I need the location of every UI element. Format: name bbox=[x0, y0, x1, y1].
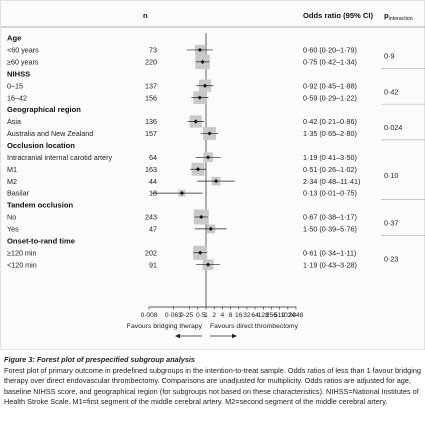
subgroup-label: ≥60 years bbox=[7, 57, 39, 66]
point-estimate-marker bbox=[199, 214, 204, 220]
subgroup-heading: Onset-to-rand time bbox=[7, 236, 75, 245]
sample-size: 157 bbox=[145, 129, 157, 138]
sample-size: 202 bbox=[145, 248, 157, 257]
p-interaction-value: 0·42 bbox=[384, 87, 398, 96]
p-interaction-value: 0·9 bbox=[384, 51, 394, 60]
sample-size: 243 bbox=[145, 213, 157, 222]
subgroup-label: 16–42 bbox=[7, 93, 27, 102]
odds-ratio-text: 0·60 (0·20–1·79) bbox=[303, 46, 357, 55]
x-tick-label: 32 bbox=[243, 312, 251, 319]
point-estimate-marker bbox=[195, 167, 201, 172]
odds-ratio-text: 0·67 (0·38–1·17) bbox=[303, 213, 357, 222]
odds-ratio-text: 1·35 (0·65–2·80) bbox=[303, 129, 357, 138]
x-tick-label: 0·063 bbox=[165, 312, 182, 319]
sample-size: 44 bbox=[149, 177, 157, 186]
x-tick-label: 2048 bbox=[289, 312, 304, 319]
x-tick-label: 0·008 bbox=[141, 312, 158, 319]
point-estimate-marker bbox=[205, 262, 211, 267]
sample-size: 47 bbox=[149, 224, 157, 233]
point-estimate-marker bbox=[213, 179, 219, 184]
x-tick-label: 0·5 bbox=[196, 312, 206, 319]
sample-size: 64 bbox=[149, 153, 157, 162]
figure-caption: Figure 3: Forest plot of prespecified su… bbox=[4, 355, 421, 408]
subgroup-label: 0–15 bbox=[7, 81, 23, 90]
odds-ratio-text: 0·92 (0·45–1·88) bbox=[303, 81, 357, 90]
odds-ratio-text: 1·19 (0·43–3·28) bbox=[303, 260, 357, 269]
sample-size: 137 bbox=[145, 81, 157, 90]
subgroup-heading: Geographical region bbox=[7, 105, 81, 114]
sample-size: 136 bbox=[145, 117, 157, 126]
header-p-interaction: pinteraction bbox=[384, 11, 413, 22]
subgroup-label: <120 min bbox=[7, 260, 37, 269]
forest-plot-figure: n Odds ratio (95% CI) pinteraction Age <60 y… bbox=[0, 0, 425, 350]
sample-size: 163 bbox=[145, 165, 157, 174]
subgroup-heading: Age bbox=[7, 34, 21, 43]
subgroup-label: M1 bbox=[7, 165, 17, 174]
point-estimate-marker bbox=[198, 250, 203, 255]
favours-right-arrowhead bbox=[231, 333, 237, 339]
sample-size: 156 bbox=[145, 93, 157, 102]
point-estimate-marker bbox=[200, 59, 205, 64]
odds-ratio-text: 0·61 (0·34–1·11) bbox=[303, 248, 356, 257]
p-interaction-value: 0·23 bbox=[384, 254, 398, 263]
subgroup-heading: NIHSS bbox=[7, 69, 30, 78]
odds-ratio-text: 1·19 (0·41–3·50) bbox=[303, 153, 357, 162]
point-estimate-marker bbox=[179, 190, 185, 196]
point-estimate-marker bbox=[208, 226, 213, 231]
odds-ratio-text: 0·42 (0·21–0·86) bbox=[303, 117, 357, 126]
sample-size: 91 bbox=[149, 260, 157, 269]
subgroup-label: No bbox=[7, 213, 16, 222]
subgroup-label: ≥120 min bbox=[7, 248, 37, 257]
x-tick-label: 1 bbox=[204, 312, 208, 319]
p-interaction-value: 0·10 bbox=[384, 171, 398, 180]
sample-size: 73 bbox=[149, 46, 157, 55]
favours-left-arrowhead bbox=[174, 333, 180, 339]
subgroup-label: Asia bbox=[7, 117, 21, 126]
subgroup-heading: Tandem occlusion bbox=[7, 201, 73, 210]
point-estimate-marker bbox=[193, 119, 198, 124]
forest-plot: n Odds ratio (95% CI) pinteraction Age <60 y… bbox=[1, 11, 425, 339]
x-tick-label: 16 bbox=[235, 312, 243, 319]
header-odds-ratio: Odds ratio (95% CI) bbox=[303, 11, 374, 20]
odds-ratio-text: 0·75 (0·42–1·34) bbox=[303, 57, 357, 66]
favours-left-label: Favours bridging therapy bbox=[127, 323, 203, 330]
caption-text: Forest plot of primary outcome in predef… bbox=[4, 365, 421, 407]
caption-title: Figure 3: Forest plot of prespecified su… bbox=[4, 355, 195, 364]
point-estimate-marker bbox=[207, 131, 212, 136]
p-interaction-value: 0·024 bbox=[384, 123, 402, 132]
subgroup-label: Yes bbox=[7, 224, 19, 233]
x-tick-label: 2 bbox=[212, 312, 216, 319]
x-tick-label: 1024 bbox=[280, 312, 295, 319]
point-estimate-marker bbox=[197, 95, 202, 100]
x-tick-label: 64 bbox=[251, 312, 259, 319]
x-tick-label: 256 bbox=[266, 312, 277, 319]
subgroup-label: Intracranial internal carotid artery bbox=[7, 153, 112, 162]
point-estimate-marker bbox=[197, 47, 203, 53]
odds-ratio-text: 2·34 (0·48–11·41) bbox=[303, 177, 360, 186]
x-tick-label: 4 bbox=[221, 312, 225, 319]
subgroup-label: Basilar bbox=[7, 189, 30, 198]
subgroup-label: Australia and New Zealand bbox=[7, 129, 93, 138]
point-estimate-marker bbox=[205, 155, 211, 160]
odds-ratio-text: 1·50 (0·39–5·76) bbox=[303, 224, 357, 233]
odds-ratio-text: 0·51 (0·26–1·02) bbox=[303, 165, 357, 174]
subgroup-heading: Occlusion location bbox=[7, 141, 75, 150]
x-tick-label: 8 bbox=[229, 312, 233, 319]
x-tick-label: 128 bbox=[258, 312, 269, 319]
x-tick-label: 0·25 bbox=[180, 312, 194, 319]
odds-ratio-text: 0·59 (0·29–1·22) bbox=[303, 93, 357, 102]
favours-right-label: Favours direct thrombectomy bbox=[210, 323, 299, 330]
x-tick-label: 512 bbox=[274, 312, 285, 319]
point-estimate-marker bbox=[202, 83, 208, 88]
odds-ratio-text: 0·13 (0·01–0·75) bbox=[303, 189, 357, 198]
sample-size: 220 bbox=[145, 57, 157, 66]
p-interaction-value: 0·37 bbox=[384, 219, 398, 228]
subgroup-label: <60 years bbox=[7, 46, 39, 55]
header-n: n bbox=[143, 11, 148, 20]
subgroup-label: M2 bbox=[7, 177, 17, 186]
